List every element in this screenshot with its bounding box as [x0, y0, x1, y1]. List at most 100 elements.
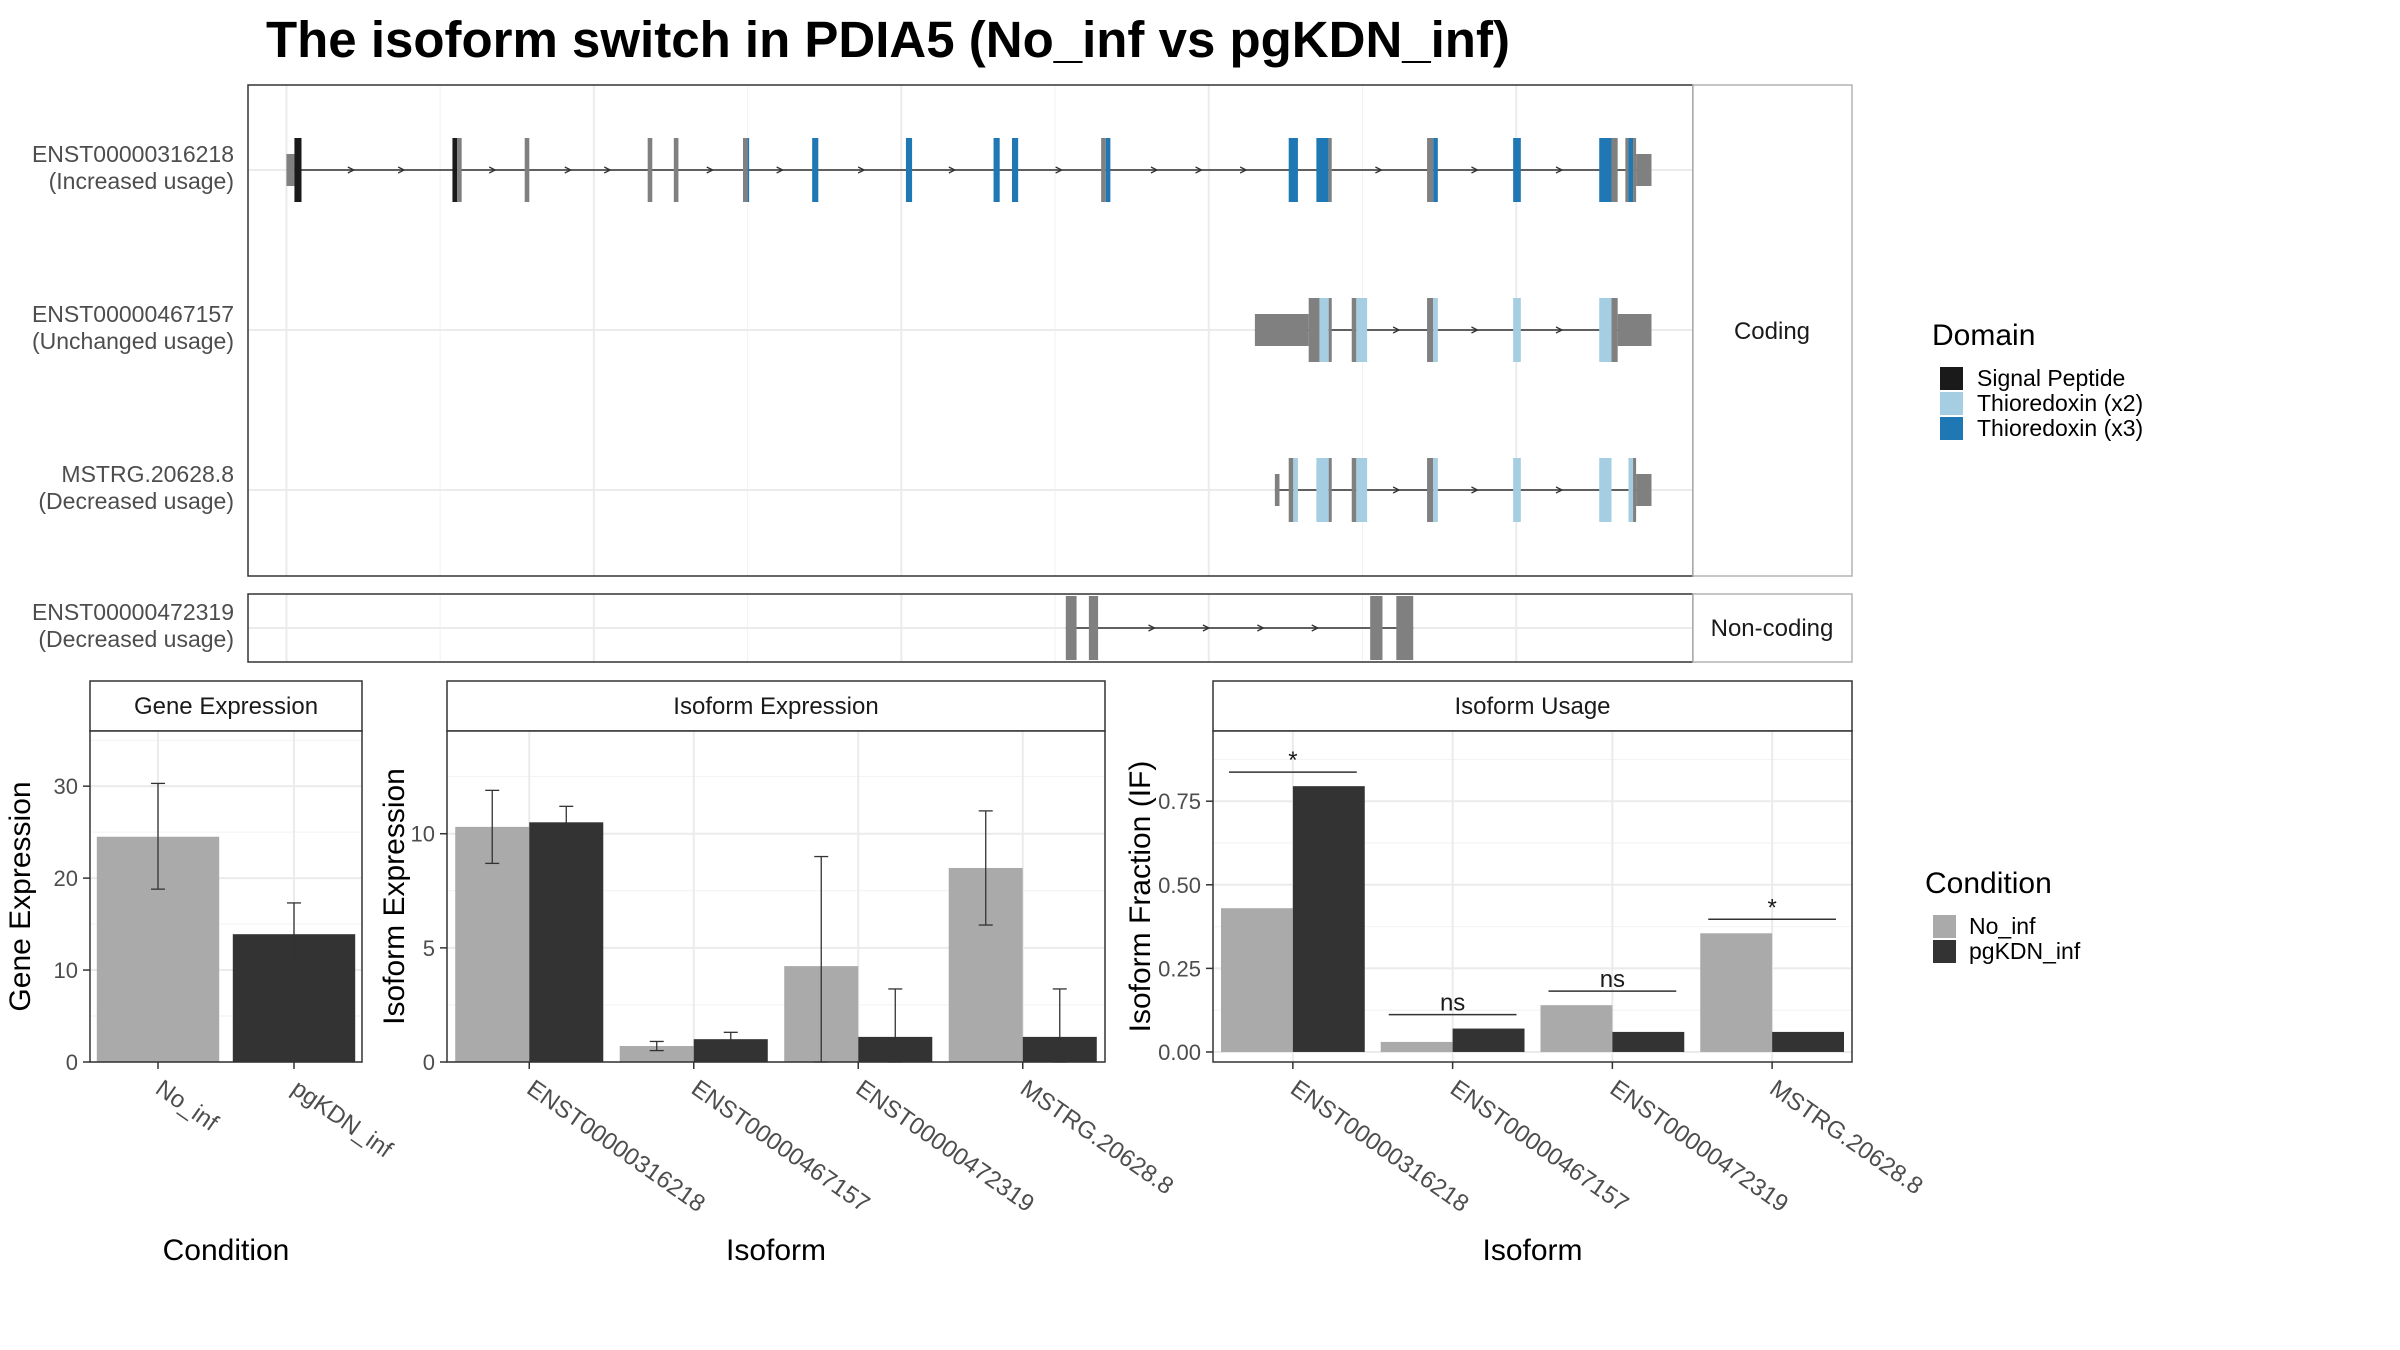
intron-arrow: [1471, 486, 1479, 494]
exon-block: [1351, 458, 1357, 522]
y-tick-label: 10: [54, 958, 78, 983]
bar: [529, 822, 604, 1062]
exon-block: [647, 138, 653, 202]
y-tick-label: 5: [423, 936, 435, 961]
noncoding-grid: [248, 594, 1693, 662]
exon-block: [286, 154, 295, 186]
exon-block: [457, 138, 462, 202]
exon-block: [1628, 458, 1634, 522]
transcript-id: ENST00000316218: [32, 141, 234, 167]
noncoding-strip-label: Non-coding: [1711, 615, 1834, 642]
panel-border: [1212, 730, 1853, 1063]
exon-block: [1636, 154, 1652, 186]
significance-label: ns: [1600, 966, 1625, 993]
y-axis-title: Gene Expression: [4, 781, 37, 1011]
intron-arrow: [1150, 166, 1159, 174]
panel-strip: [446, 680, 1106, 732]
legend-key: [1940, 417, 1963, 440]
exon-block: [1065, 596, 1077, 660]
intron-arrow: [347, 166, 356, 174]
transcript-usage: (Unchanged usage): [32, 328, 234, 354]
legend-label: No_inf: [1969, 913, 2036, 939]
intron-arrow: [1202, 624, 1211, 632]
panel-strip: [1212, 680, 1853, 732]
intron-arrow: [1471, 326, 1479, 334]
bar: [1380, 1041, 1453, 1052]
legend-key: [1940, 367, 1963, 390]
exon-block: [1088, 596, 1099, 660]
y-tick-label: 0.25: [1158, 956, 1201, 981]
y-tick-label: 0.50: [1158, 873, 1201, 898]
exon-block: [993, 138, 1000, 202]
y-tick-label: 0: [66, 1050, 78, 1075]
exon-block: [1370, 596, 1383, 660]
y-axis-title: Isoform Expression: [378, 768, 411, 1025]
transcript-id: ENST00000467157: [32, 301, 234, 327]
exon-block: [1396, 596, 1414, 660]
intron-arrow: [1392, 326, 1401, 334]
intron-arrow: [857, 166, 866, 174]
exon-block: [1308, 298, 1320, 362]
intron-arrow: [397, 166, 406, 174]
transcript-usage: (Increased usage): [49, 168, 234, 194]
significance-label: ns: [1440, 990, 1465, 1017]
exon-block: [1012, 138, 1019, 202]
exon-block: [294, 138, 302, 202]
gene-structure-plot: Coding Non-coding ENST00000316218(Increa…: [32, 84, 1853, 663]
exon-block: [1625, 138, 1629, 202]
intron-arrow: [1555, 326, 1564, 334]
intron-arrow: [1055, 166, 1064, 174]
coding-strip: [1692, 84, 1853, 577]
x-tick-label: ENST00000467157: [686, 1075, 874, 1218]
x-tick-label: pgKDN_inf: [287, 1075, 398, 1164]
significance-label: *: [1767, 894, 1776, 921]
intron-arrow: [776, 166, 785, 174]
exon-block: [1633, 138, 1637, 202]
intron-arrow: [1257, 624, 1265, 632]
exon-block: [742, 138, 748, 202]
exon-block: [1254, 314, 1309, 346]
exon-block: [1633, 458, 1637, 522]
intron-arrow: [488, 166, 497, 174]
exon-block: [1288, 138, 1298, 202]
x-axis-title: Condition: [163, 1234, 290, 1267]
exon-block: [1513, 458, 1521, 522]
x-axis-title: Isoform: [1482, 1234, 1582, 1267]
exon-block: [1319, 298, 1329, 362]
intron-arrow: [948, 166, 957, 174]
exon-block: [1628, 138, 1634, 202]
exon-block: [524, 138, 530, 202]
panel-border: [89, 730, 363, 1063]
exon-block: [1599, 298, 1612, 362]
exon-block: [1427, 458, 1434, 522]
panel-strip-title: Isoform Usage: [1454, 693, 1610, 720]
legend-key: [1940, 392, 1963, 415]
intron-arrow: [1555, 166, 1564, 174]
exon-block: [1356, 298, 1368, 362]
coding-strip-label: Coding: [1734, 318, 1810, 345]
exon-block: [905, 138, 913, 202]
x-tick-label: No_inf: [151, 1075, 224, 1137]
bar: [1612, 1031, 1685, 1052]
exon-block: [1599, 458, 1612, 522]
exon-block: [1356, 458, 1368, 522]
y-tick-label: 10: [411, 822, 435, 847]
bar: [619, 1046, 694, 1062]
y-tick-label: 0: [423, 1050, 435, 1075]
intron-arrow: [1239, 166, 1248, 174]
gene-expression-panel: Gene Expression 0 10 20 30 No_inf pgKDN_inf Con…: [4, 680, 398, 1267]
condition-legend-title: Condition: [1925, 867, 2052, 900]
exon-block: [1316, 458, 1329, 522]
exon-block: [1105, 138, 1111, 202]
exon-block: [1351, 298, 1357, 362]
isoform-usage-panel: Isoform Usage*nsns*0.000.250.500.75ENST0…: [1124, 680, 1928, 1267]
x-tick-label: ENST00000316218: [522, 1075, 710, 1218]
transcript-id: MSTRG.20628.8: [61, 461, 234, 487]
transcript-usage: (Decreased usage): [38, 488, 234, 514]
exon-block: [747, 138, 750, 202]
intron-arrow: [1555, 486, 1564, 494]
